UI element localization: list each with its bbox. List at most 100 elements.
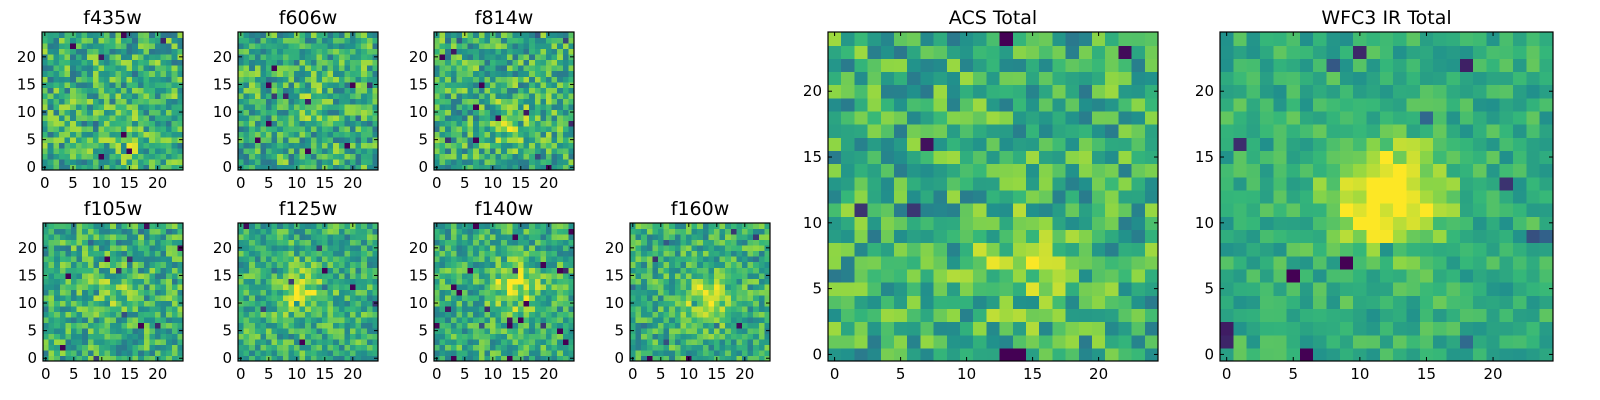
heatmap-cell <box>562 322 569 329</box>
heatmap-cell <box>473 147 480 155</box>
heatmap-cell <box>288 59 295 66</box>
heatmap-cell <box>238 333 245 340</box>
heatmap-cell <box>109 92 116 99</box>
heatmap-cell <box>160 59 167 66</box>
heatmap-cell <box>42 131 49 138</box>
heatmap-cell <box>47 98 54 105</box>
heatmap-cell <box>758 245 765 252</box>
heatmap-cell <box>495 344 502 351</box>
heatmap-cell <box>110 278 117 285</box>
heatmap-cell <box>47 158 54 166</box>
heatmap-cell <box>568 48 575 55</box>
heatmap-cell <box>338 136 345 143</box>
heatmap-cell <box>674 261 681 268</box>
heatmap-cell <box>42 87 49 94</box>
heatmap-cell <box>907 308 921 323</box>
heatmap-cell <box>686 316 693 323</box>
heatmap-cell <box>104 136 111 143</box>
heatmap-cell <box>138 289 145 296</box>
heatmap-cell <box>764 239 771 246</box>
heatmap-cell <box>635 316 642 323</box>
heatmap-cell <box>177 316 184 323</box>
heatmap-cell <box>540 120 547 127</box>
heatmap-cell <box>730 338 737 346</box>
heatmap-cell <box>512 153 519 160</box>
y-tick-label: 5 <box>614 322 624 340</box>
heatmap-cell <box>149 250 156 257</box>
heatmap-cell <box>132 76 139 83</box>
heatmap-cell <box>518 333 525 340</box>
heatmap-cell <box>680 223 687 230</box>
heatmap-cell <box>260 322 267 329</box>
heatmap-cell <box>260 103 267 110</box>
heatmap-cell <box>126 147 133 155</box>
heatmap-cell <box>719 267 726 274</box>
heatmap-cell <box>462 234 469 241</box>
heatmap-cell <box>540 223 547 230</box>
heatmap-cell <box>87 131 94 138</box>
heatmap-cell <box>322 278 329 285</box>
heatmap-cell <box>512 43 519 50</box>
heatmap-cell <box>277 59 284 66</box>
heatmap-cell <box>138 267 145 274</box>
heatmap-cell <box>960 255 974 270</box>
heatmap-cell <box>277 70 284 77</box>
heatmap-cell <box>490 305 497 312</box>
heatmap-cell <box>742 294 749 301</box>
heatmap-cell <box>282 289 289 296</box>
heatmap-cell <box>149 142 156 149</box>
heatmap-cell <box>350 316 357 323</box>
heatmap-cell <box>305 98 312 105</box>
heatmap-cell <box>54 305 61 312</box>
heatmap-cell <box>439 283 446 290</box>
heatmap-cell <box>568 289 575 296</box>
heatmap-cell <box>299 125 306 132</box>
heatmap-cell <box>523 261 530 268</box>
heatmap-cell <box>635 305 642 312</box>
heatmap-cell <box>98 103 105 110</box>
heatmap-cell <box>64 65 71 72</box>
heatmap-cell <box>562 142 569 149</box>
heatmap-cell <box>669 311 676 318</box>
heatmap-cell <box>1092 176 1106 191</box>
heatmap-cell <box>753 316 760 323</box>
heatmap-cell <box>920 176 935 191</box>
heatmap-cell <box>98 81 105 88</box>
heatmap-cell <box>338 239 345 246</box>
heatmap-cell <box>238 131 245 138</box>
heatmap-cell <box>867 321 882 336</box>
heatmap-cell <box>1131 308 1146 323</box>
heatmap-cell <box>568 344 575 351</box>
heatmap-cell <box>288 147 295 155</box>
heatmap-cell <box>344 164 351 171</box>
heatmap-cell <box>132 234 139 241</box>
heatmap-cell <box>316 267 323 274</box>
heatmap-cell <box>361 87 368 94</box>
heatmap-cell <box>652 234 659 241</box>
heatmap-cell <box>143 59 150 66</box>
heatmap-cell <box>907 216 921 230</box>
heatmap-cell <box>333 250 340 257</box>
heatmap-cell <box>344 59 351 66</box>
heatmap-cell <box>87 305 94 312</box>
heatmap-cell <box>288 81 295 88</box>
heatmap-cell <box>260 327 267 334</box>
heatmap-cell <box>126 54 133 61</box>
heatmap-cell <box>288 32 295 39</box>
heatmap-cell <box>758 283 765 290</box>
heatmap-cell <box>434 294 441 301</box>
heatmap-cell <box>137 142 145 149</box>
heatmap-cell <box>99 305 106 312</box>
heatmap-cell <box>568 92 575 99</box>
heatmap-cell <box>702 300 709 307</box>
heatmap-cell <box>753 234 760 241</box>
heatmap-cell <box>478 109 485 116</box>
heatmap-cell <box>920 295 935 309</box>
heatmap-cell <box>434 267 441 274</box>
heatmap-cell <box>434 261 441 268</box>
heatmap-cell <box>907 268 921 283</box>
heatmap-cell <box>243 114 250 121</box>
heatmap-cell <box>366 305 373 312</box>
heatmap-cell <box>512 300 519 307</box>
heatmap-cell <box>260 32 267 39</box>
